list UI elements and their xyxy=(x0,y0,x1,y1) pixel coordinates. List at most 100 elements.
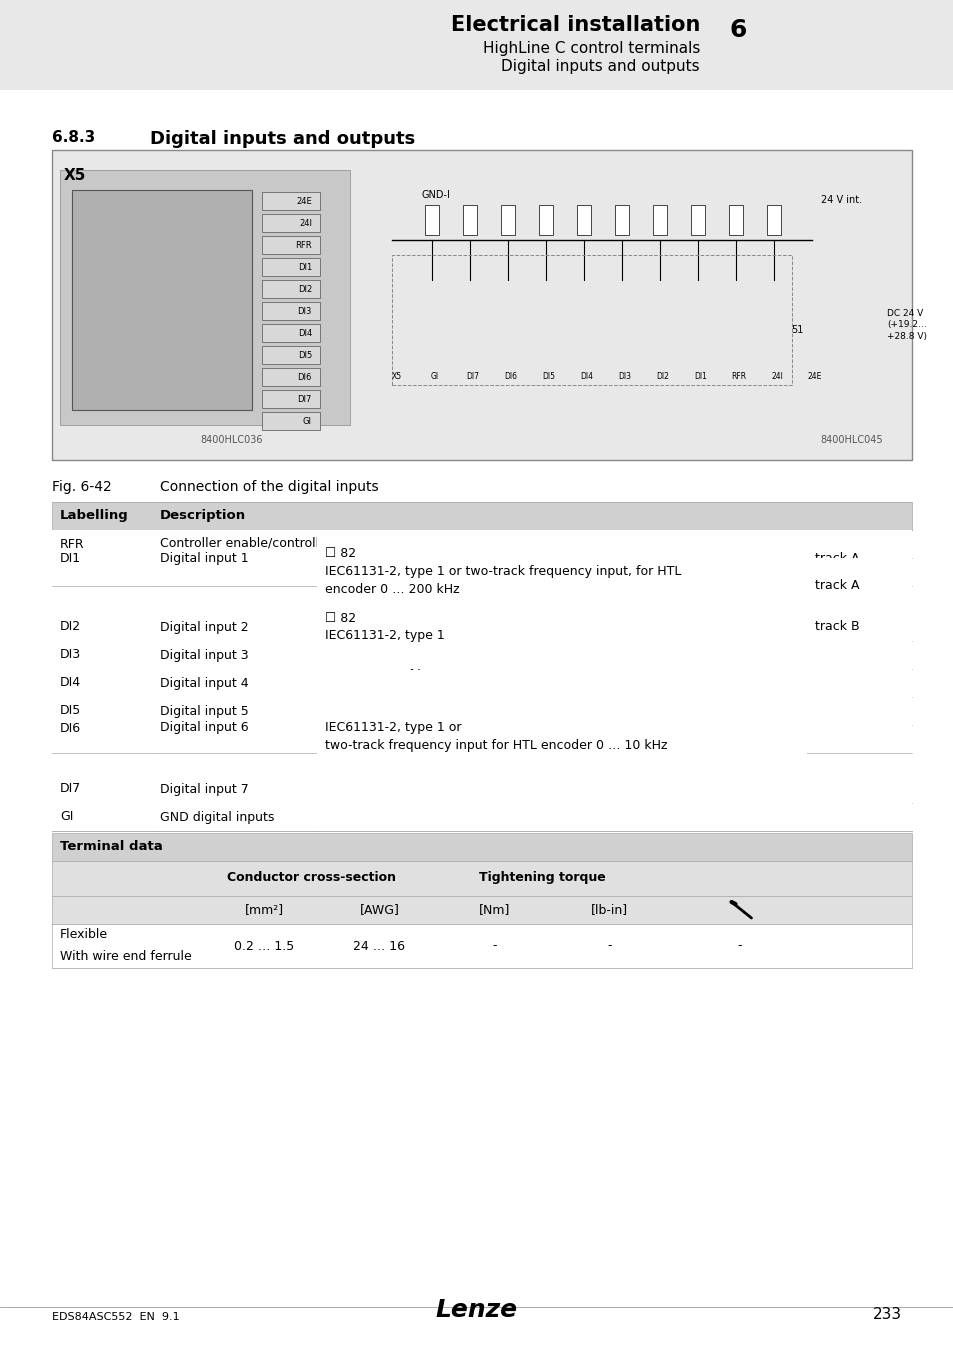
Text: DI4: DI4 xyxy=(579,373,593,381)
Text: track B: track B xyxy=(814,621,859,633)
Text: -: - xyxy=(607,940,611,953)
Bar xyxy=(52,775,911,803)
Text: -: - xyxy=(492,940,497,953)
Bar xyxy=(652,205,666,235)
Bar xyxy=(71,190,252,410)
Bar xyxy=(462,205,476,235)
Bar xyxy=(316,531,806,613)
Text: track A: track A xyxy=(814,579,859,593)
Text: 24I: 24I xyxy=(298,219,312,228)
Text: [Nm]: [Nm] xyxy=(478,903,510,917)
Text: DI1: DI1 xyxy=(60,552,81,566)
Text: DI7: DI7 xyxy=(466,373,479,381)
Bar xyxy=(806,613,911,641)
Text: Digital input 2: Digital input 2 xyxy=(160,621,249,633)
Bar xyxy=(52,531,911,586)
Bar xyxy=(52,613,911,641)
Bar xyxy=(806,558,911,613)
Bar xyxy=(500,205,515,235)
Bar xyxy=(538,205,553,235)
Text: Controller enable/controller inhibit, always required: Controller enable/controller inhibit, al… xyxy=(160,537,482,551)
Text: DI4: DI4 xyxy=(60,676,81,690)
Text: DI7: DI7 xyxy=(60,783,81,795)
Text: Digital input 6: Digital input 6 xyxy=(160,721,249,734)
Bar xyxy=(424,205,438,235)
Text: DI7: DI7 xyxy=(297,394,312,404)
Bar xyxy=(262,215,319,232)
Text: DI2: DI2 xyxy=(297,285,312,293)
Bar xyxy=(262,236,319,254)
Text: [mm²]: [mm²] xyxy=(245,903,284,917)
Text: Labelling: Labelling xyxy=(60,509,129,522)
Text: 24I: 24I xyxy=(770,373,782,381)
Text: DI6: DI6 xyxy=(297,373,312,382)
Bar xyxy=(262,324,319,342)
Text: DI5: DI5 xyxy=(542,373,555,381)
Text: Lenze: Lenze xyxy=(436,1297,517,1322)
Text: 24E: 24E xyxy=(296,197,312,205)
Bar xyxy=(316,697,806,775)
Text: 51: 51 xyxy=(790,325,802,335)
Text: [AWG]: [AWG] xyxy=(359,903,399,917)
Text: 24 … 16: 24 … 16 xyxy=(354,940,405,953)
Text: Digital inputs and outputs: Digital inputs and outputs xyxy=(501,58,700,73)
Text: DC 24 V
(+19.2...
+28.8 V): DC 24 V (+19.2... +28.8 V) xyxy=(886,309,926,342)
Bar xyxy=(52,896,911,923)
Bar xyxy=(392,255,791,385)
Text: 8400HLC036: 8400HLC036 xyxy=(200,435,263,446)
Bar xyxy=(52,150,911,460)
Text: DI2: DI2 xyxy=(656,373,669,381)
Text: DI1: DI1 xyxy=(694,373,707,381)
Text: GND digital inputs: GND digital inputs xyxy=(160,810,274,824)
Text: Connection of the digital inputs: Connection of the digital inputs xyxy=(160,481,378,494)
Text: X5: X5 xyxy=(64,167,87,184)
Text: DI3: DI3 xyxy=(618,373,631,381)
Text: DI5: DI5 xyxy=(60,705,81,717)
Text: X5: X5 xyxy=(392,373,401,381)
Text: track B: track B xyxy=(814,621,859,633)
Text: Digital input 1: Digital input 1 xyxy=(160,552,249,566)
Bar xyxy=(52,641,911,670)
Text: GI: GI xyxy=(60,810,73,824)
Text: -: - xyxy=(737,940,741,953)
Text: [lb-in]: [lb-in] xyxy=(590,903,627,917)
Bar xyxy=(262,390,319,408)
Text: GI: GI xyxy=(303,417,312,425)
Bar xyxy=(52,803,911,832)
Bar xyxy=(766,205,781,235)
Bar xyxy=(262,302,319,320)
Text: DI6: DI6 xyxy=(504,373,517,381)
Text: 6.8.3: 6.8.3 xyxy=(52,130,95,144)
Text: Digital input 4: Digital input 4 xyxy=(160,676,249,690)
Bar xyxy=(0,0,953,90)
Text: 233: 233 xyxy=(872,1307,901,1322)
Bar xyxy=(262,369,319,386)
Text: Electrical installation: Electrical installation xyxy=(450,15,700,35)
Bar xyxy=(52,670,911,697)
Text: IEC61131-2, type 1 or
two-track frequency input for HTL encoder 0 … 10 kHz: IEC61131-2, type 1 or two-track frequenc… xyxy=(325,713,667,744)
Text: Fig. 6-42: Fig. 6-42 xyxy=(52,481,112,494)
Bar xyxy=(52,703,911,753)
Bar xyxy=(615,205,628,235)
Text: Conductor cross-section: Conductor cross-section xyxy=(227,871,396,884)
Text: DI4: DI4 xyxy=(297,328,312,338)
Text: 24E: 24E xyxy=(807,373,821,381)
Bar xyxy=(316,585,806,670)
Bar xyxy=(60,170,350,425)
Bar xyxy=(52,861,911,896)
Text: Description: Description xyxy=(160,509,246,522)
Text: 8400HLC045: 8400HLC045 xyxy=(820,435,882,446)
Text: ☐ 82
IEC61131-2, type 1 or two-track frequency input, for HTL
encoder 0 … 200 kH: ☐ 82 IEC61131-2, type 1 or two-track fre… xyxy=(325,535,680,583)
Bar xyxy=(52,923,911,968)
Text: ☐ 82
IEC61131-2, type 1 or two-track frequency input, for HTL
encoder 0 … 200 kH: ☐ 82 IEC61131-2, type 1 or two-track fre… xyxy=(325,547,680,595)
Text: Flexible: Flexible xyxy=(60,929,108,941)
Text: DI2: DI2 xyxy=(60,621,81,633)
Text: DI6: DI6 xyxy=(60,721,81,734)
Bar xyxy=(262,412,319,431)
Bar xyxy=(52,502,911,531)
Text: DI3: DI3 xyxy=(297,306,312,316)
Bar xyxy=(52,531,911,558)
Text: Terminal data: Terminal data xyxy=(60,841,163,853)
Text: ☐ 82
IEC61131-2, type 1: ☐ 82 IEC61131-2, type 1 xyxy=(325,612,444,643)
Bar xyxy=(262,192,319,211)
